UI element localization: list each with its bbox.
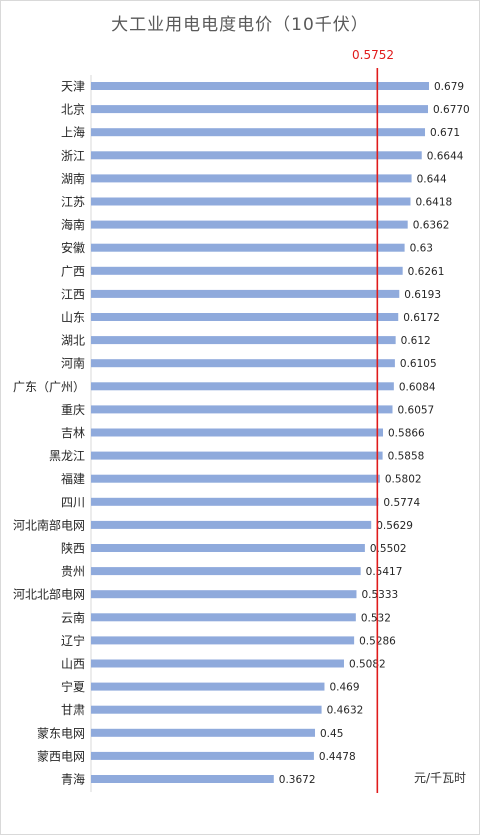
category-label: 吉林	[61, 426, 85, 440]
bar	[91, 590, 357, 599]
category-label: 江西	[61, 287, 85, 301]
value-label: 0.63	[410, 243, 433, 255]
category-label: 黑龙江	[49, 449, 85, 463]
category-label: 甘肃	[61, 703, 85, 717]
value-label: 0.679	[434, 81, 464, 93]
bar	[91, 613, 356, 622]
category-label: 上海	[61, 125, 85, 140]
category-label: 北京	[61, 103, 85, 117]
category-label: 浙江	[61, 149, 85, 163]
category-label: 河北南部电网	[13, 517, 85, 532]
bar	[91, 659, 344, 668]
bar	[91, 105, 429, 114]
bar	[91, 451, 383, 460]
value-label: 0.5333	[361, 589, 398, 601]
category-label: 贵州	[61, 565, 85, 579]
category-label: 辽宁	[61, 633, 85, 648]
bar	[91, 128, 426, 137]
value-label: 0.5417	[366, 566, 403, 578]
value-label: 0.6193	[404, 289, 441, 301]
bar	[91, 243, 405, 252]
category-label: 天津	[61, 80, 85, 94]
category-label: 湖南	[61, 171, 85, 186]
bar	[91, 428, 384, 437]
bar	[91, 682, 325, 691]
category-label: 四川	[61, 495, 85, 509]
bar	[91, 705, 322, 714]
chart-title: 大工业用电电度电价（10千伏）	[111, 15, 369, 35]
bar	[91, 751, 314, 760]
value-label: 0.6770	[433, 104, 470, 116]
value-label: 0.6261	[408, 266, 445, 278]
category-label: 广东（广州）	[13, 380, 85, 394]
value-label: 0.5802	[385, 474, 422, 486]
category-label: 云南	[61, 610, 85, 625]
bar	[91, 151, 422, 160]
bar	[91, 567, 361, 576]
bar	[91, 544, 365, 552]
category-label: 宁夏	[61, 679, 85, 694]
category-label: 海南	[61, 217, 85, 232]
category-label: 湖北	[61, 333, 85, 348]
bar	[91, 174, 412, 183]
bar	[91, 775, 274, 783]
category-label: 山西	[61, 657, 85, 671]
bar	[91, 197, 411, 206]
value-label: 0.6084	[399, 381, 436, 393]
value-label: 0.6644	[427, 150, 464, 162]
unit-label: 元/千瓦时	[414, 771, 467, 785]
value-label: 0.6105	[400, 358, 437, 370]
value-label: 0.6057	[398, 404, 435, 416]
bar	[91, 313, 399, 321]
category-label: 江苏	[61, 195, 85, 209]
value-label: 0.5774	[383, 497, 420, 509]
category-label: 河北北部电网	[13, 587, 85, 602]
category-label: 山东	[61, 311, 85, 325]
bar	[91, 497, 379, 506]
value-label: 0.6418	[415, 197, 452, 209]
bar	[91, 266, 403, 275]
value-label: 0.45	[320, 728, 343, 740]
bar	[91, 728, 316, 737]
value-label: 0.532	[361, 612, 391, 624]
value-label: 0.612	[401, 335, 431, 347]
bar	[91, 220, 408, 229]
value-label: 0.5858	[388, 451, 425, 463]
category-label: 安徽	[61, 240, 85, 255]
bar	[91, 289, 400, 298]
value-label: 0.5502	[370, 543, 407, 555]
bar	[91, 359, 395, 368]
value-label: 0.671	[430, 127, 460, 139]
value-label: 0.6362	[413, 220, 450, 232]
value-label: 0.5082	[349, 659, 386, 671]
category-label: 广西	[61, 264, 85, 278]
category-label: 河南	[61, 356, 85, 371]
value-label: 0.4478	[319, 751, 356, 763]
category-label: 蒙东电网	[37, 726, 85, 740]
value-label: 0.6172	[403, 312, 440, 324]
bar	[91, 82, 429, 90]
value-label: 0.3672	[279, 774, 316, 786]
value-label: 0.469	[329, 682, 359, 694]
reference-line-label: 0.5752	[352, 48, 394, 62]
category-label: 重庆	[61, 403, 85, 417]
value-label: 0.5866	[388, 428, 425, 440]
bar	[91, 520, 372, 529]
bar	[91, 382, 394, 391]
value-label: 0.644	[417, 173, 447, 185]
category-label: 蒙西电网	[37, 749, 85, 763]
bar	[91, 405, 393, 414]
category-label: 青海	[61, 772, 85, 787]
bar	[91, 636, 355, 645]
category-label: 福建	[61, 471, 85, 486]
value-label: 0.5629	[376, 520, 413, 532]
bar	[91, 336, 396, 345]
value-label: 0.4632	[327, 705, 364, 717]
category-label: 陕西	[61, 541, 85, 556]
bar	[91, 474, 380, 483]
